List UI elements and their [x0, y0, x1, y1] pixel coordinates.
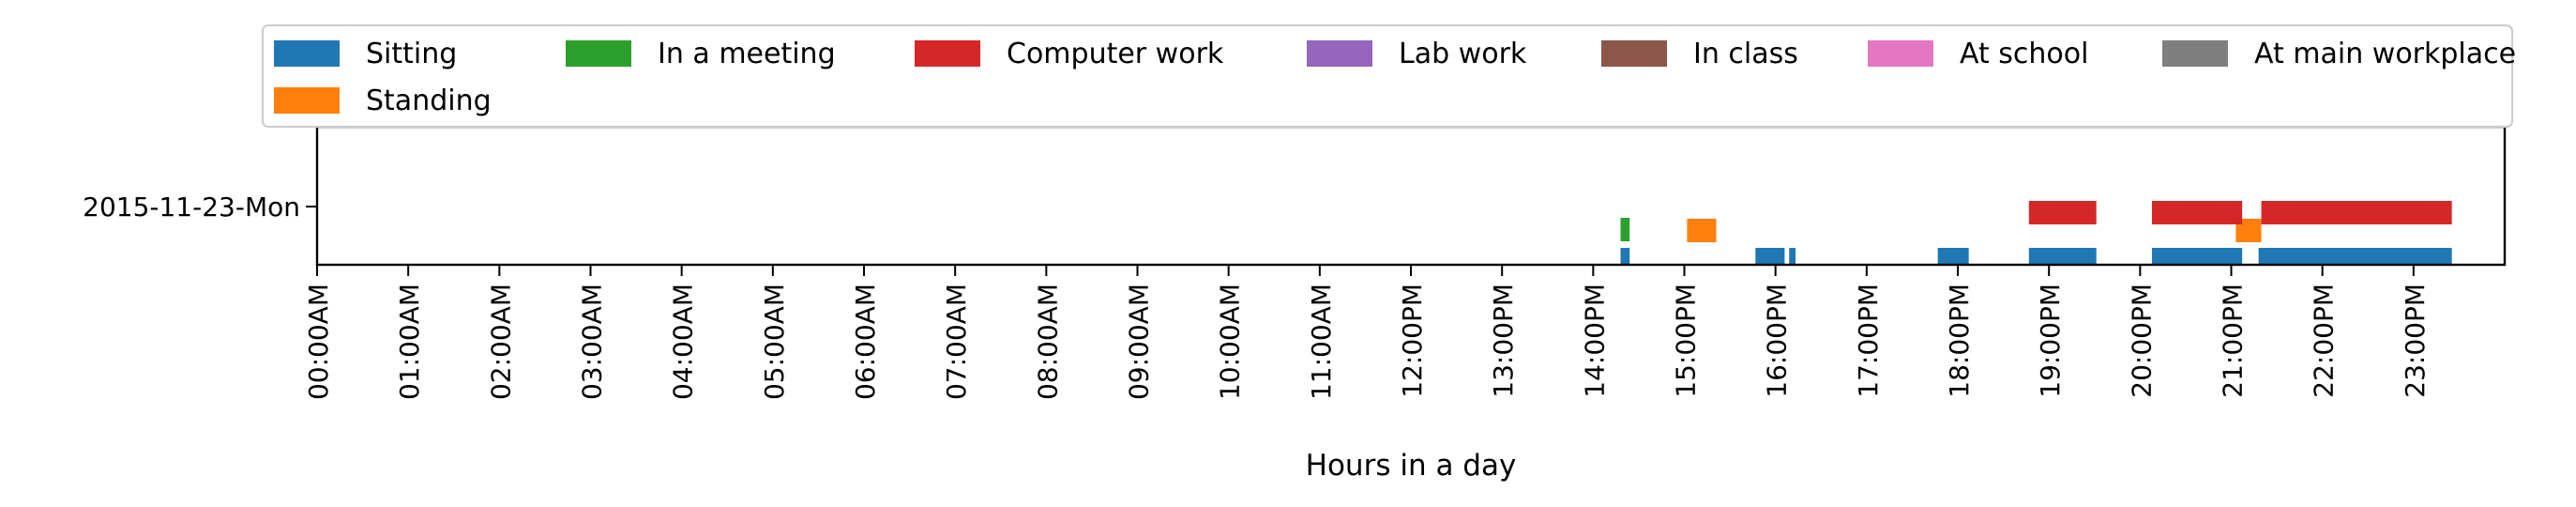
- legend-swatch: [274, 87, 340, 114]
- legend-swatch: [915, 40, 980, 67]
- x-tick-label: 19:00PM: [2035, 284, 2066, 398]
- x-tick-label: 01:00AM: [394, 284, 425, 400]
- x-tick-label: 03:00AM: [577, 284, 608, 400]
- x-tick-label: 10:00AM: [1215, 284, 1246, 400]
- bar-computer-work: [2151, 201, 2243, 224]
- x-tick-label: 15:00PM: [1671, 284, 1702, 398]
- bar-in-a-meeting: [1620, 218, 1630, 241]
- legend-label: In class: [1693, 38, 1798, 70]
- y-axis: 2015-11-23-Mon: [83, 192, 317, 223]
- legend-swatch: [1868, 40, 1933, 67]
- x-tick-label: 02:00AM: [485, 284, 516, 400]
- x-tick-label: 00:00AM: [303, 284, 334, 400]
- bar-marks: [1620, 201, 2452, 265]
- x-axis: 00:00AM 01:00AM 02:00AM 03:00AM 04:00AM 05:00…: [303, 265, 2431, 400]
- bar-computer-work: [2261, 201, 2452, 224]
- bar-standing: [1687, 219, 1717, 242]
- x-tick-label: 16:00PM: [1762, 284, 1793, 398]
- x-tick-label: 05:00AM: [759, 284, 790, 400]
- bar-sitting: [1789, 248, 1796, 265]
- x-tick-label: 23:00PM: [2400, 284, 2431, 398]
- x-tick-label: 21:00PM: [2218, 284, 2249, 398]
- bar-sitting: [2028, 248, 2097, 265]
- x-tick-label: 06:00AM: [850, 284, 881, 400]
- x-tick-label: 04:00AM: [668, 284, 699, 400]
- legend-swatch: [2162, 40, 2228, 67]
- legend-box: [262, 24, 2513, 128]
- x-tick-label: 14:00PM: [1579, 284, 1610, 398]
- legend-label: Standing: [366, 84, 492, 117]
- bar-sitting: [1937, 248, 1969, 265]
- bar-sitting: [2258, 248, 2452, 265]
- x-tick-label: 12:00PM: [1397, 284, 1428, 398]
- bar-computer-work: [2028, 201, 2097, 224]
- x-tick-label: 09:00AM: [1124, 284, 1155, 400]
- x-tick-label: 08:00AM: [1032, 284, 1063, 400]
- bar-sitting: [1620, 248, 1630, 265]
- x-tick-label: 20:00PM: [2126, 284, 2157, 398]
- legend-swatch: [1307, 40, 1372, 67]
- bar-sitting: [1755, 248, 1785, 265]
- axes-frame: [315, 125, 2507, 267]
- legend-label: At school: [1960, 38, 2088, 70]
- legend-label: Sitting: [366, 38, 457, 70]
- legend-swatch: [566, 40, 631, 67]
- legend: Sitting Standing In a meeting Computer work…: [262, 24, 2516, 128]
- x-tick-label: 18:00PM: [1944, 284, 1975, 398]
- x-tick-label: 11:00AM: [1306, 284, 1337, 400]
- x-tick-label: 22:00PM: [2309, 284, 2340, 398]
- x-tick-label: 07:00AM: [941, 284, 972, 400]
- x-axis-label: Hours in a day: [1306, 449, 1517, 483]
- legend-swatch: [1601, 40, 1667, 67]
- y-tick-label: 2015-11-23-Mon: [83, 192, 300, 223]
- legend-label: In a meeting: [658, 38, 836, 70]
- x-tick-label: 13:00PM: [1488, 284, 1519, 398]
- legend-swatch: [274, 40, 340, 67]
- x-tick-label: 17:00PM: [1853, 284, 1884, 398]
- legend-label: Computer work: [1007, 38, 1224, 70]
- legend-label: Lab work: [1399, 38, 1527, 70]
- legend-label: At main workplace: [2254, 38, 2516, 70]
- bar-sitting: [2151, 248, 2243, 265]
